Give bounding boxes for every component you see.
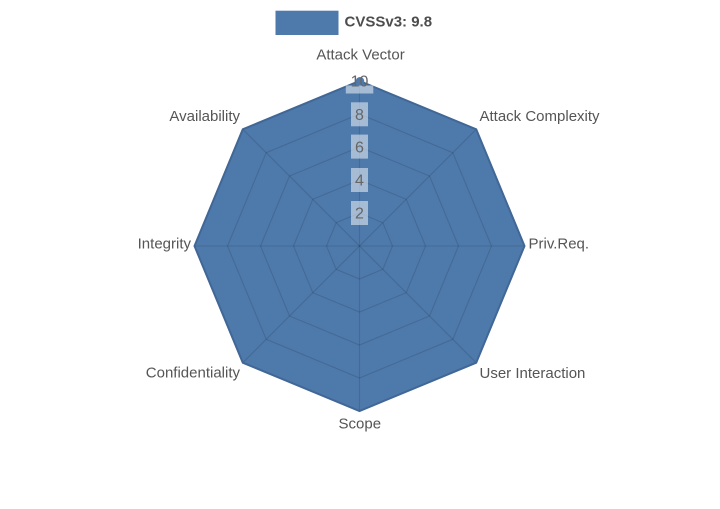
svg-text:2: 2 xyxy=(355,206,364,223)
svg-text:Attack Vector: Attack Vector xyxy=(316,47,404,64)
svg-text:Availability: Availability xyxy=(169,108,240,125)
svg-text:CVSSv3: 9.8: CVSSv3: 9.8 xyxy=(345,14,433,31)
svg-text:Attack Complexity: Attack Complexity xyxy=(480,108,601,125)
svg-text:Priv.Req.: Priv.Req. xyxy=(529,236,590,253)
svg-text:6: 6 xyxy=(355,139,364,156)
svg-text:4: 4 xyxy=(355,173,364,190)
svg-text:Integrity: Integrity xyxy=(138,236,192,253)
svg-text:10: 10 xyxy=(351,74,369,91)
svg-text:8: 8 xyxy=(355,107,364,124)
svg-text:Scope: Scope xyxy=(339,416,382,433)
svg-text:User Interaction: User Interaction xyxy=(480,365,586,382)
svg-text:Confidentiality: Confidentiality xyxy=(146,365,241,382)
